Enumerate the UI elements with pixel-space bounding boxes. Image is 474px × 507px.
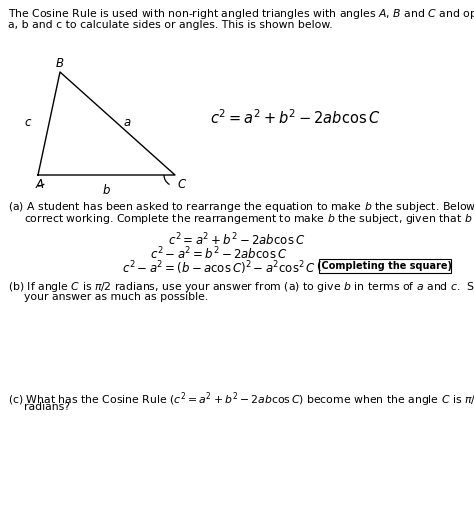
Text: (b) If angle $C$ is $\pi/2$ radians, use your answer from (a) to give $b$ in ter: (b) If angle $C$ is $\pi/2$ radians, use… xyxy=(8,280,474,294)
Text: your answer as much as possible.: your answer as much as possible. xyxy=(24,293,208,303)
Text: (c) What has the Cosine Rule ($c^2 = a^2 + b^2 - 2ab\cos C$) become when the ang: (c) What has the Cosine Rule ($c^2 = a^2… xyxy=(8,390,474,409)
Text: The Cosine Rule is used with non-right angled triangles with angles $A$, $B$ and: The Cosine Rule is used with non-right a… xyxy=(8,7,474,21)
Text: radians?: radians? xyxy=(24,403,70,413)
Text: $a$: $a$ xyxy=(123,117,131,129)
Text: $c^2 - a^2 = b^2 - 2ab\cos C$: $c^2 - a^2 = b^2 - 2ab\cos C$ xyxy=(150,245,288,262)
Text: a, b and c to calculate sides or angles. This is shown below.: a, b and c to calculate sides or angles.… xyxy=(8,19,333,29)
Text: $b$: $b$ xyxy=(101,183,110,197)
Text: $c$: $c$ xyxy=(24,117,32,129)
FancyBboxPatch shape xyxy=(319,259,451,273)
Text: $c^2 - a^2 = (b - a\cos C)^2 - a^2\cos^2 C$: $c^2 - a^2 = (b - a\cos C)^2 - a^2\cos^2… xyxy=(122,259,316,277)
Text: $c^2 = a^2 + b^2 - 2ab\cos C$: $c^2 = a^2 + b^2 - 2ab\cos C$ xyxy=(210,108,380,127)
Text: (a) A student has been asked to rearrange the equation to make $b$ the subject. : (a) A student has been asked to rearrang… xyxy=(8,200,474,214)
Text: $C$: $C$ xyxy=(177,178,187,191)
Text: $A$: $A$ xyxy=(35,178,45,191)
Text: (Completing the square): (Completing the square) xyxy=(318,261,453,271)
Text: $B$: $B$ xyxy=(55,57,64,70)
Text: $c^2 = a^2 + b^2 - 2ab\cos C$: $c^2 = a^2 + b^2 - 2ab\cos C$ xyxy=(168,232,306,248)
Text: correct working. Complete the rearrangement to make $b$ the subject, given that : correct working. Complete the rearrangem… xyxy=(24,212,474,227)
